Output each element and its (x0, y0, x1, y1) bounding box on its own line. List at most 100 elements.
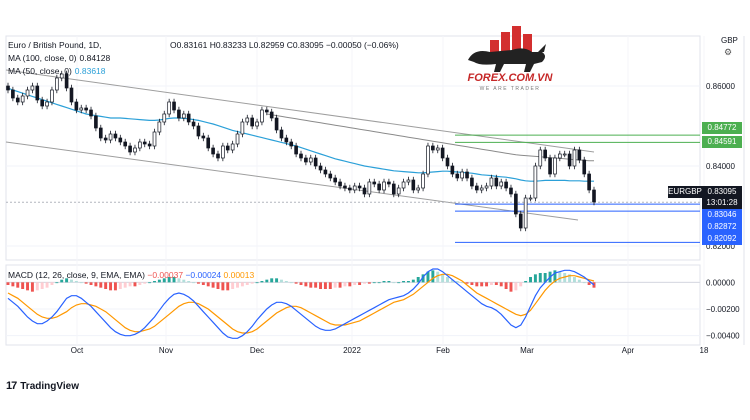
macd-hist-bar (177, 278, 181, 283)
ma100-value: 0.84128 (79, 53, 111, 63)
candle-down (362, 187, 367, 195)
macd-hist-bar (529, 277, 532, 283)
macd-hist-bar (118, 282, 122, 289)
candle-down (69, 87, 74, 103)
candle-down (543, 149, 547, 159)
macd-hist-bar (11, 282, 15, 287)
tradingview-footer[interactable]: 17 TradingView (6, 380, 79, 392)
macd-hist-bar (250, 282, 254, 284)
macd-hist-bar (299, 282, 303, 285)
candle-down (391, 183, 396, 195)
candle-down (318, 165, 323, 171)
macd-hist-bar (153, 281, 156, 283)
macd-hist-bar (543, 273, 547, 283)
candle-down (279, 129, 284, 139)
candle-down (304, 157, 308, 163)
macd-hist-bar (70, 279, 73, 283)
macd-hist-bar (148, 282, 152, 284)
candle-down (118, 137, 123, 143)
macd-y-tick-label: −0.00200 (706, 305, 740, 314)
candle-up (255, 121, 259, 127)
macd-hist-bar (89, 282, 93, 285)
macd-hist-bar (133, 282, 137, 287)
macd-hist-bar (514, 282, 518, 291)
macd-hist-bar (558, 271, 562, 283)
macd-hist-bar (138, 282, 142, 285)
channel-upper-line (5, 69, 595, 153)
candle-up (59, 73, 64, 79)
candle-down (494, 177, 499, 187)
ma50-label: MA (50, close, 0) (8, 66, 72, 76)
macd-hist-bar (74, 281, 78, 283)
candle-down (592, 189, 596, 203)
macd-hist-bar (436, 271, 440, 283)
symbol-title: Euro / British Pound, 1D, (8, 40, 102, 50)
grid (5, 35, 745, 346)
candle-down (509, 187, 513, 195)
macd-hist-value: −0.00037 (147, 270, 184, 280)
macd-hist-bar (363, 282, 366, 284)
candle-down (445, 157, 450, 167)
macd-hist-bar (55, 282, 59, 284)
macd-hist-bar (392, 282, 396, 284)
candle-down (518, 213, 523, 229)
macd-hist-bar (304, 282, 308, 287)
macd-hist-bar (40, 282, 44, 289)
candle-down (103, 137, 108, 141)
macd-hist-bar (353, 282, 357, 285)
symbol-legend: Euro / British Pound, 1D, (8, 40, 105, 50)
macd-line (7, 268, 595, 339)
macd-hist-bar (489, 282, 493, 285)
macd-hist-bar (157, 279, 161, 283)
candle-up (181, 113, 186, 119)
candle-down (216, 153, 220, 159)
macd-hist-bar (358, 282, 362, 285)
candle-down (191, 121, 196, 127)
macd-hist-bar (504, 282, 508, 289)
macd-hist-bar (172, 277, 176, 283)
level-tag-4: 0.82872 (702, 221, 742, 233)
macd-hist-bar (582, 282, 586, 284)
macd-hist-bar (109, 282, 113, 291)
candle-up (533, 165, 538, 199)
macd-signal-value: 0.00013 (223, 270, 255, 280)
candle-up (133, 147, 137, 153)
macd-value: −0.00024 (185, 270, 222, 280)
macd-hist-bar (475, 282, 479, 287)
x-tick-label: Nov (159, 346, 173, 355)
macd-hist-bar (245, 282, 249, 285)
macd-hist-bar (128, 282, 132, 287)
macd-hist-bar (275, 278, 279, 283)
candle-down (514, 193, 518, 215)
macd-hist-bar (30, 282, 34, 292)
logo-tagline: WE ARE TRADER (479, 86, 541, 92)
macd-hist-bar (289, 282, 293, 284)
ma50-line (7, 87, 594, 182)
candle-down (357, 185, 362, 189)
channel-lower-line (5, 141, 579, 221)
candle-down (450, 165, 455, 175)
macd-hist-bar (216, 282, 220, 289)
macd-y-tick-label: −0.00400 (706, 332, 740, 341)
macd-hist-bar (509, 282, 513, 292)
main-pane-frame (5, 35, 701, 261)
macd-hist-bar (470, 282, 474, 285)
candle-down (474, 185, 479, 191)
macd-hist-bar (372, 282, 376, 284)
candle-down (225, 145, 230, 151)
tradingview-brand: TradingView (20, 380, 79, 392)
macd-hist-bar (6, 282, 10, 285)
macd-hist-bar (416, 277, 420, 283)
x-tick-label: Apr (622, 346, 635, 355)
macd-hist-bar (568, 274, 572, 283)
macd-hist-bar (226, 282, 230, 291)
level-tag-5: 0.82092 (702, 233, 742, 245)
candle-up (558, 153, 562, 159)
candle-down (89, 109, 93, 117)
settings-icon[interactable]: ⚙ (724, 47, 733, 57)
macd-hist-bar (587, 282, 591, 285)
macd-hist-bar (167, 277, 171, 283)
x-tick-label: 2022 (343, 346, 361, 355)
candle-up (396, 187, 401, 195)
